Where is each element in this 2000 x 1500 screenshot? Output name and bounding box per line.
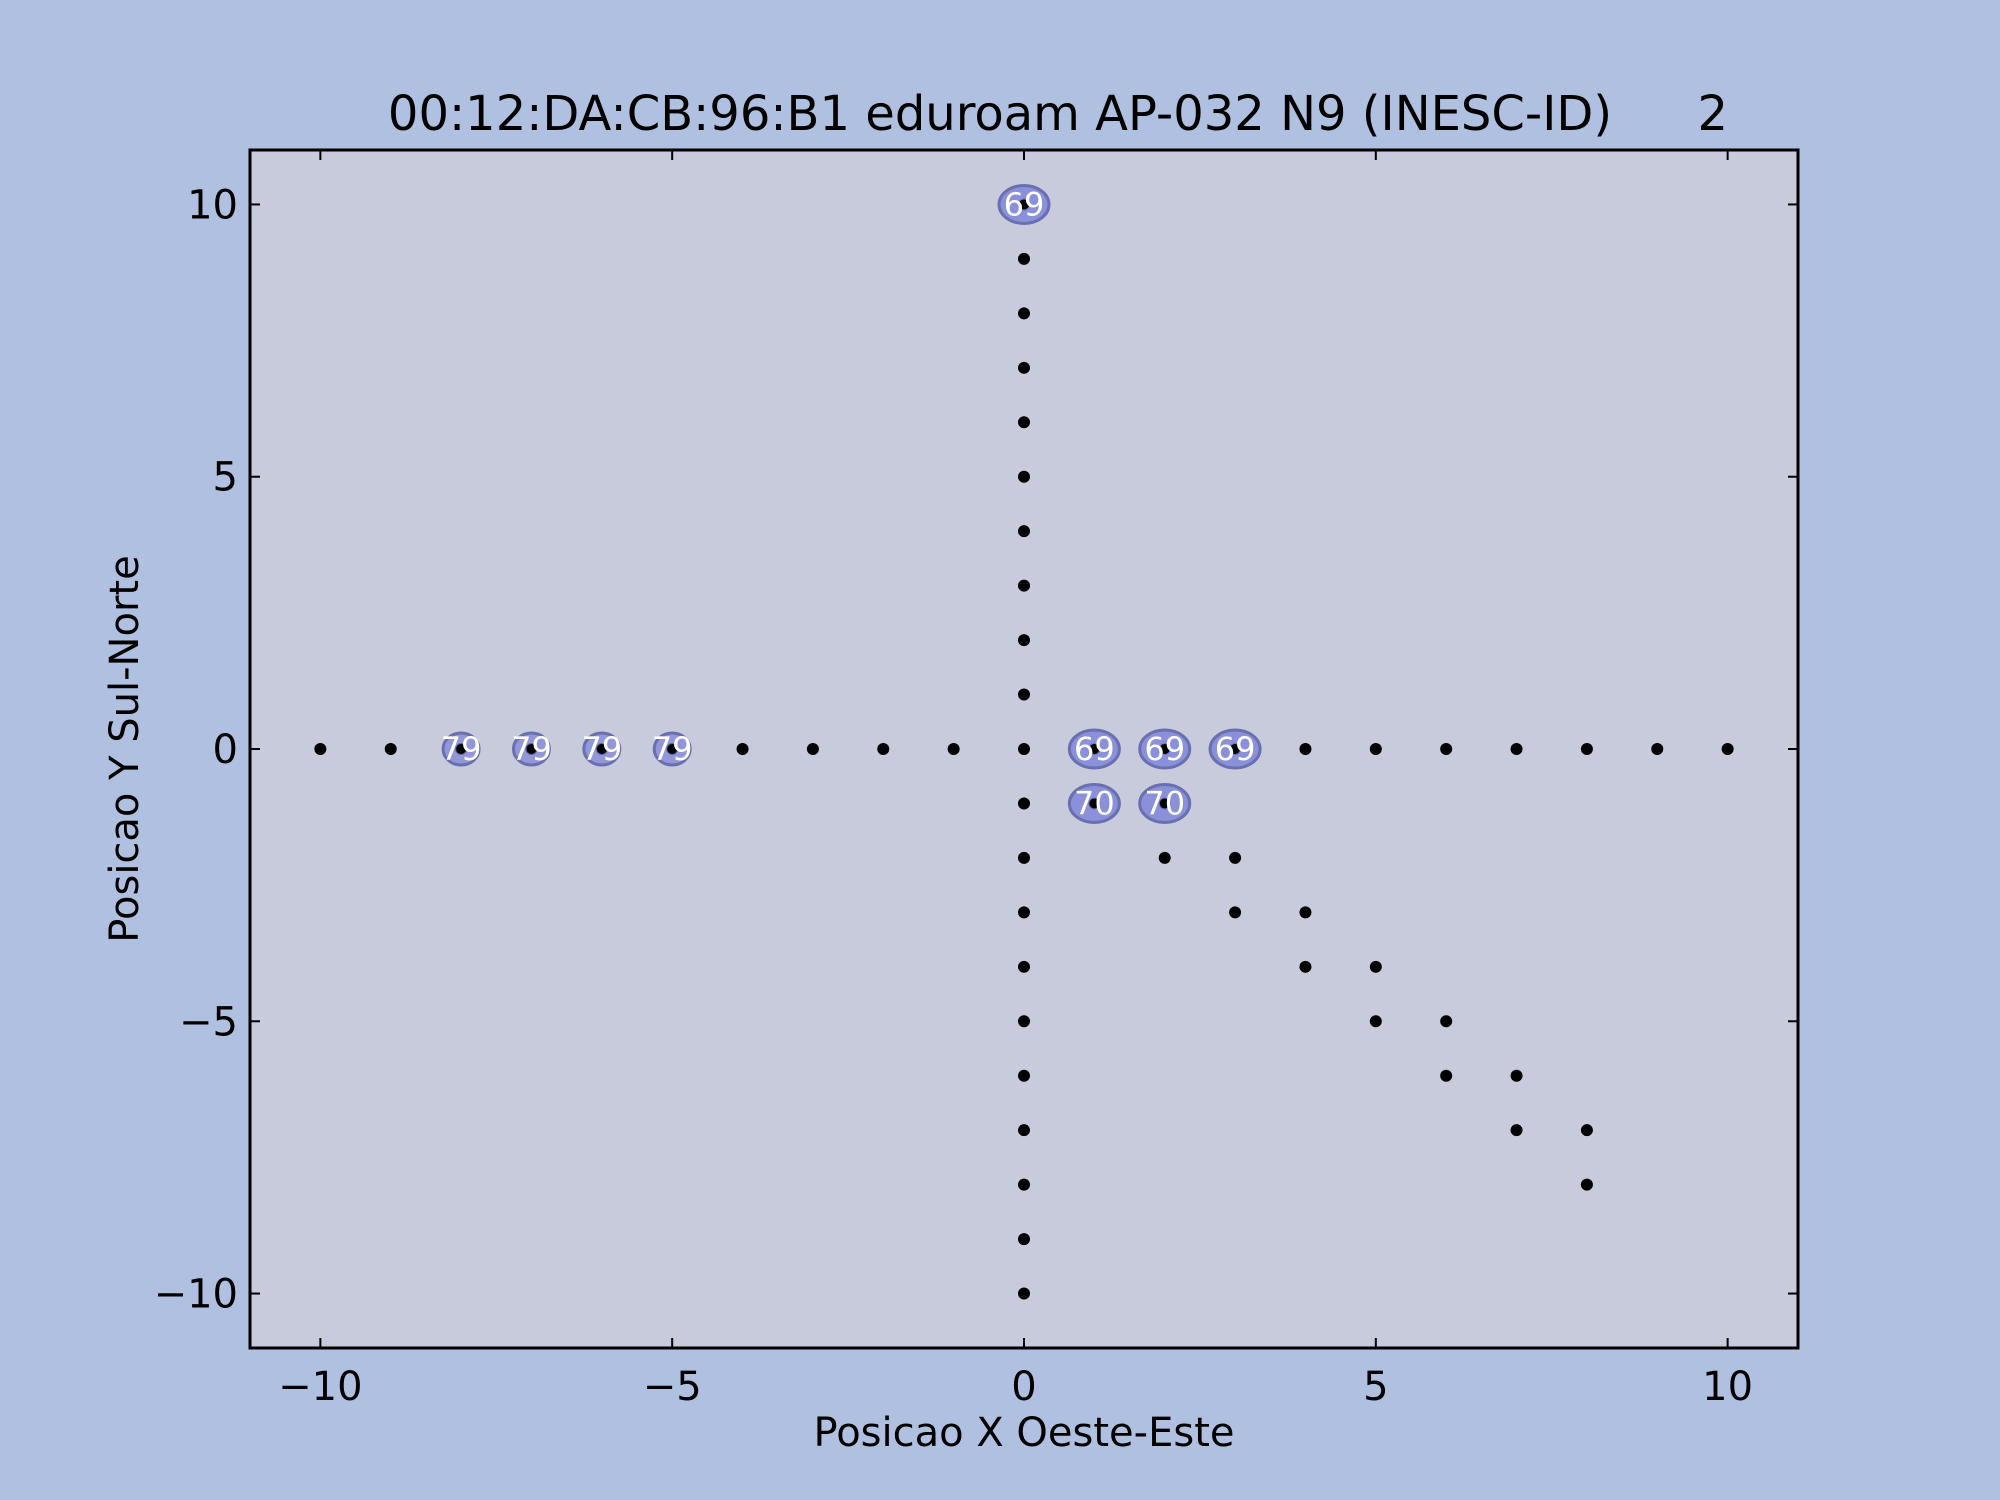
annotation-label: 70 — [1144, 784, 1185, 822]
y-axis-label: Posicao Y Sul-Norte — [102, 555, 148, 942]
data-point — [1580, 1178, 1593, 1191]
data-point — [1440, 1015, 1453, 1028]
value-annotation: 70 — [1138, 782, 1192, 824]
data-point — [736, 743, 749, 755]
y-tick-label: 10 — [187, 182, 238, 228]
annotation-label: 69 — [1004, 185, 1045, 223]
data-point — [667, 744, 678, 754]
data-point — [1018, 797, 1030, 810]
data-point — [1018, 252, 1030, 265]
data-point — [1369, 743, 1382, 755]
annotation-label: 79 — [441, 730, 482, 768]
data-point — [1018, 1015, 1030, 1028]
data-point — [1159, 798, 1170, 809]
data-point — [1018, 361, 1030, 374]
y-tick-label: 0 — [213, 727, 238, 773]
data-point — [314, 743, 327, 755]
data-point — [1019, 199, 1029, 210]
data-point — [384, 743, 397, 755]
data-point — [1229, 906, 1242, 919]
data-point — [526, 744, 537, 754]
data-point — [1721, 743, 1734, 755]
y-tick-label: 5 — [213, 455, 238, 501]
data-point — [877, 743, 890, 755]
data-point — [1440, 1069, 1453, 1082]
data-point — [596, 744, 607, 754]
data-point — [1510, 1124, 1523, 1137]
annotation-label: 69 — [1074, 730, 1115, 768]
data-point — [1018, 688, 1030, 701]
x-tick-label: −5 — [643, 1364, 702, 1410]
data-point — [1369, 960, 1382, 973]
data-point — [1018, 525, 1030, 538]
axis-ticks: −10 −5 0 5 10 −10 −5 0 5 10 — [154, 150, 1798, 1410]
data-point — [1229, 851, 1242, 864]
annotation-label: 70 — [1074, 784, 1115, 822]
annotation-label: 69 — [1215, 730, 1256, 768]
data-point — [1018, 579, 1030, 592]
data-point — [1018, 906, 1030, 919]
data-point — [1158, 851, 1171, 864]
value-annotation: 69 — [1067, 728, 1121, 770]
y-tick-label: −5 — [179, 999, 238, 1045]
data-point — [1018, 307, 1030, 320]
x-tick-label: −10 — [278, 1364, 362, 1410]
data-point — [1018, 634, 1030, 647]
value-annotation: 79 — [441, 730, 482, 768]
x-tick-label: 10 — [1702, 1364, 1753, 1410]
data-point — [1299, 906, 1312, 919]
data-point — [1018, 1287, 1030, 1300]
x-axis-label: Posicao X Oeste-Este — [814, 1410, 1235, 1456]
value-annotation: 79 — [581, 730, 622, 768]
data-point — [1369, 1015, 1382, 1028]
data-point — [1018, 1069, 1030, 1082]
y-tick-label: −10 — [154, 1272, 238, 1318]
data-point — [1230, 744, 1241, 754]
data-point — [456, 744, 467, 754]
chart-title: 00:12:DA:CB:96:B1 eduroam AP-032 N9 (INE… — [388, 86, 1612, 142]
data-point — [1580, 743, 1593, 755]
value-annotation: 70 — [1067, 782, 1121, 824]
data-point — [1018, 1124, 1030, 1137]
data-point — [1299, 960, 1312, 973]
plot-frame — [248, 148, 1800, 1350]
annotation-label: 79 — [581, 730, 622, 768]
data-point — [1089, 798, 1100, 809]
data-point — [1510, 743, 1523, 755]
data-point — [1018, 416, 1030, 429]
annotation-label: 69 — [1144, 730, 1185, 768]
data-point — [806, 743, 819, 755]
data-point — [1440, 743, 1453, 755]
value-annotation: 69 — [997, 183, 1051, 225]
data-point — [1651, 743, 1664, 755]
data-point — [947, 743, 960, 755]
data-point — [1018, 1178, 1030, 1191]
x-tick-label: 0 — [1011, 1364, 1036, 1410]
data-point — [1018, 851, 1030, 864]
annotation-layer: 69 79 79 79 79 69 69 69 70 70 — [441, 183, 1262, 824]
annotation-label: 79 — [511, 730, 552, 768]
value-annotation: 69 — [1138, 728, 1192, 770]
value-annotation: 69 — [1208, 728, 1262, 770]
data-point — [1510, 1069, 1523, 1082]
x-tick-label: 5 — [1363, 1364, 1388, 1410]
data-point — [1018, 1233, 1030, 1246]
data-point — [1580, 1124, 1593, 1137]
data-point — [1089, 744, 1100, 754]
value-annotation: 79 — [652, 730, 693, 768]
value-annotation: 79 — [511, 730, 552, 768]
data-point — [1018, 960, 1030, 973]
data-point — [1018, 743, 1030, 755]
data-point — [1299, 743, 1312, 755]
data-point — [1018, 470, 1030, 483]
chart-title-suffix: 2 — [1697, 86, 1728, 142]
annotation-label: 79 — [652, 730, 693, 768]
data-point — [1159, 744, 1170, 754]
